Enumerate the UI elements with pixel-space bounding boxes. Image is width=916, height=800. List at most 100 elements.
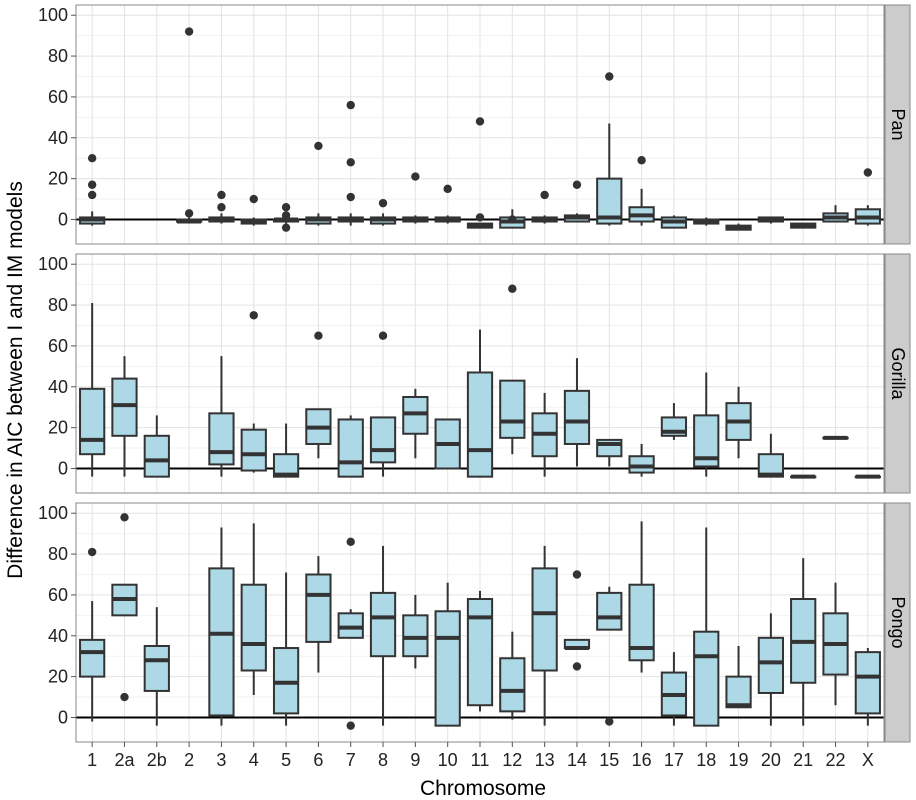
y-tick-label: 100 [38, 503, 68, 523]
box-pan-1 [79, 154, 106, 226]
box-body [111, 377, 138, 437]
box-gorilla-2a [111, 356, 138, 477]
box-gorilla-19 [725, 386, 752, 459]
box-pongo-20 [757, 613, 785, 726]
outlier-point [346, 192, 355, 202]
box-pongo-15 [596, 586, 623, 726]
panel-border [75, 4, 885, 245]
outlier-point [443, 184, 452, 194]
x-tick-label: 16 [632, 750, 652, 770]
box-pongo-19 [725, 645, 752, 709]
box-body [402, 614, 429, 658]
box-pongo-14 [563, 570, 591, 671]
box-gorilla-18 [693, 372, 720, 477]
box-body [369, 416, 397, 464]
y-tick-label: 20 [48, 169, 68, 189]
x-tick-label: 8 [378, 750, 388, 770]
y-axis-title: Difference in AIC between I and IM model… [4, 181, 27, 579]
y-tick-label: 40 [48, 128, 68, 148]
y-tick-label: 40 [48, 626, 68, 646]
box-gorilla-X [854, 474, 881, 479]
box-gorilla-6 [305, 331, 332, 459]
x-tick-label: 2a [114, 750, 135, 770]
box-pan-8 [369, 198, 397, 226]
y-tick-label: 60 [48, 336, 68, 356]
box-pongo-10 [434, 582, 461, 727]
box-gorilla-14 [563, 358, 591, 467]
y-tick-label: 20 [48, 667, 68, 687]
x-tick-label: 11 [471, 750, 490, 770]
box-pongo-2a [111, 513, 138, 702]
outlier-point [314, 141, 323, 151]
outlier-point [572, 180, 582, 189]
box-gorilla-10 [434, 418, 461, 470]
box-gorilla-12 [499, 284, 526, 455]
outlier-point [540, 190, 549, 200]
box-body [499, 657, 526, 713]
outlier-point [120, 692, 129, 702]
box-gorilla-2b [143, 415, 170, 478]
box-pan-21 [790, 222, 817, 229]
box-body [337, 612, 364, 639]
box-gorilla-20 [757, 433, 785, 478]
y-tick-label: 100 [38, 5, 68, 25]
box-pan-5 [272, 203, 300, 232]
panels-layer: Pan 0 20 40 60 80 100 Gorilla 0 20 40 60 80 100 Pongo 0… [38, 4, 911, 770]
y-tick-label: 100 [38, 254, 68, 274]
outlier-point [411, 172, 420, 181]
box-pongo-5 [272, 572, 300, 726]
box-body [305, 573, 332, 643]
facet-strip-label: Pongo [888, 596, 908, 648]
y-tick-label: 40 [48, 377, 68, 397]
box-pan-3 [208, 190, 235, 224]
y-tick-label: 60 [48, 585, 68, 605]
outlier-point [572, 662, 582, 671]
outlier-point [249, 194, 258, 204]
outlier-point [346, 158, 355, 167]
outlier-point [87, 190, 97, 200]
outlier-point [475, 213, 485, 222]
box-gorilla-8 [369, 331, 397, 477]
box-pongo-12 [499, 631, 526, 720]
box-pan-12 [499, 209, 526, 229]
outlier-point [346, 721, 355, 730]
box-gorilla-11 [466, 329, 494, 478]
outlier-point [281, 203, 291, 212]
box-body [531, 567, 558, 672]
outlier-point [184, 27, 194, 36]
facet-strip [884, 253, 911, 494]
box-body [240, 428, 267, 472]
box-body [208, 412, 235, 466]
box-pan-18 [693, 217, 720, 226]
box-gorilla-1 [79, 303, 106, 477]
outlier-point [87, 180, 97, 189]
box-pongo-2b [143, 607, 170, 726]
outlier-point [475, 117, 485, 126]
box-body [208, 567, 235, 717]
box-gorilla-5 [272, 423, 300, 478]
box-body [79, 387, 106, 456]
outlier-point [378, 331, 388, 340]
y-tick-label: 60 [48, 87, 68, 107]
facet-strip [884, 4, 911, 245]
box-pongo-8 [369, 545, 397, 726]
x-tick-label: 2b [147, 750, 167, 770]
y-tick-label: 80 [48, 46, 68, 66]
box-gorilla-16 [628, 443, 655, 477]
box-body [369, 591, 397, 658]
y-tick-label: 80 [48, 544, 68, 564]
facet-strip [884, 502, 911, 743]
x-tick-label: 4 [249, 750, 259, 770]
box-body [854, 651, 881, 715]
y-tick-label: 0 [58, 209, 68, 229]
box-pan-17 [660, 215, 688, 229]
x-tick-label: 1 [87, 750, 97, 770]
box-body [240, 583, 267, 672]
box-body [563, 389, 591, 445]
outlier-point [508, 215, 517, 224]
outlier-point [249, 311, 258, 320]
x-tick-label: 12 [502, 750, 522, 770]
outlier-point [605, 72, 614, 81]
box-body [693, 630, 720, 727]
